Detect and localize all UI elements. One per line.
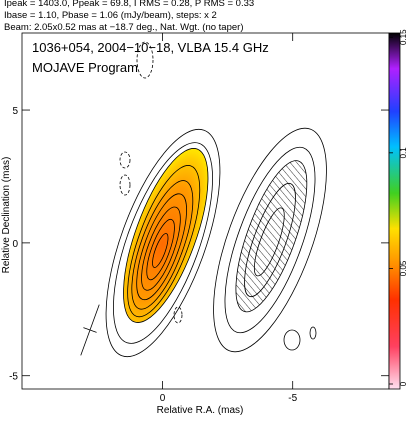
chart-title: 1036+054, 2004−10−18, VLBA 15.4 GHz xyxy=(32,40,269,55)
contours-i xyxy=(105,128,221,358)
colorbar-tick-label: 0.05 xyxy=(399,260,408,276)
negative-contour xyxy=(173,306,183,324)
negative-contour xyxy=(119,174,131,196)
header-line: Beam: 2.05x0.52 mas at −18.7 deg., Nat. … xyxy=(4,22,243,33)
header-line: Ipeak = 1403.0, Ppeak = 69.8, I RMS = 0.… xyxy=(4,0,254,9)
header-line: Ibase = 1.10, Pbase = 1.06 (mJy/beam), s… xyxy=(4,10,217,21)
contour xyxy=(283,329,301,351)
y-tick-label: 0 xyxy=(12,239,18,250)
y-tick-label: -5 xyxy=(9,372,18,383)
beam xyxy=(80,304,100,356)
plot-frame xyxy=(21,32,390,390)
chart-subtitle: MOJAVE Program xyxy=(32,60,138,75)
x-tick-label: -5 xyxy=(288,393,297,404)
x-tick-label: 0 xyxy=(160,393,166,404)
colorbar-tick-label: 0 xyxy=(399,381,408,386)
y-axis-label: Relative Declination (mas) xyxy=(1,157,12,274)
negative-contour xyxy=(119,151,131,169)
y-tick-label: 5 xyxy=(12,106,18,117)
colorbar-tick-label: 0.15 xyxy=(399,29,408,45)
x-axis-label: Relative R.A. (mas) xyxy=(157,405,244,416)
negative-contour xyxy=(136,41,154,79)
colorbar xyxy=(388,32,401,390)
contours-p xyxy=(213,127,327,353)
contour xyxy=(309,326,317,340)
colorbar-tick-label: 0.1 xyxy=(399,147,408,159)
